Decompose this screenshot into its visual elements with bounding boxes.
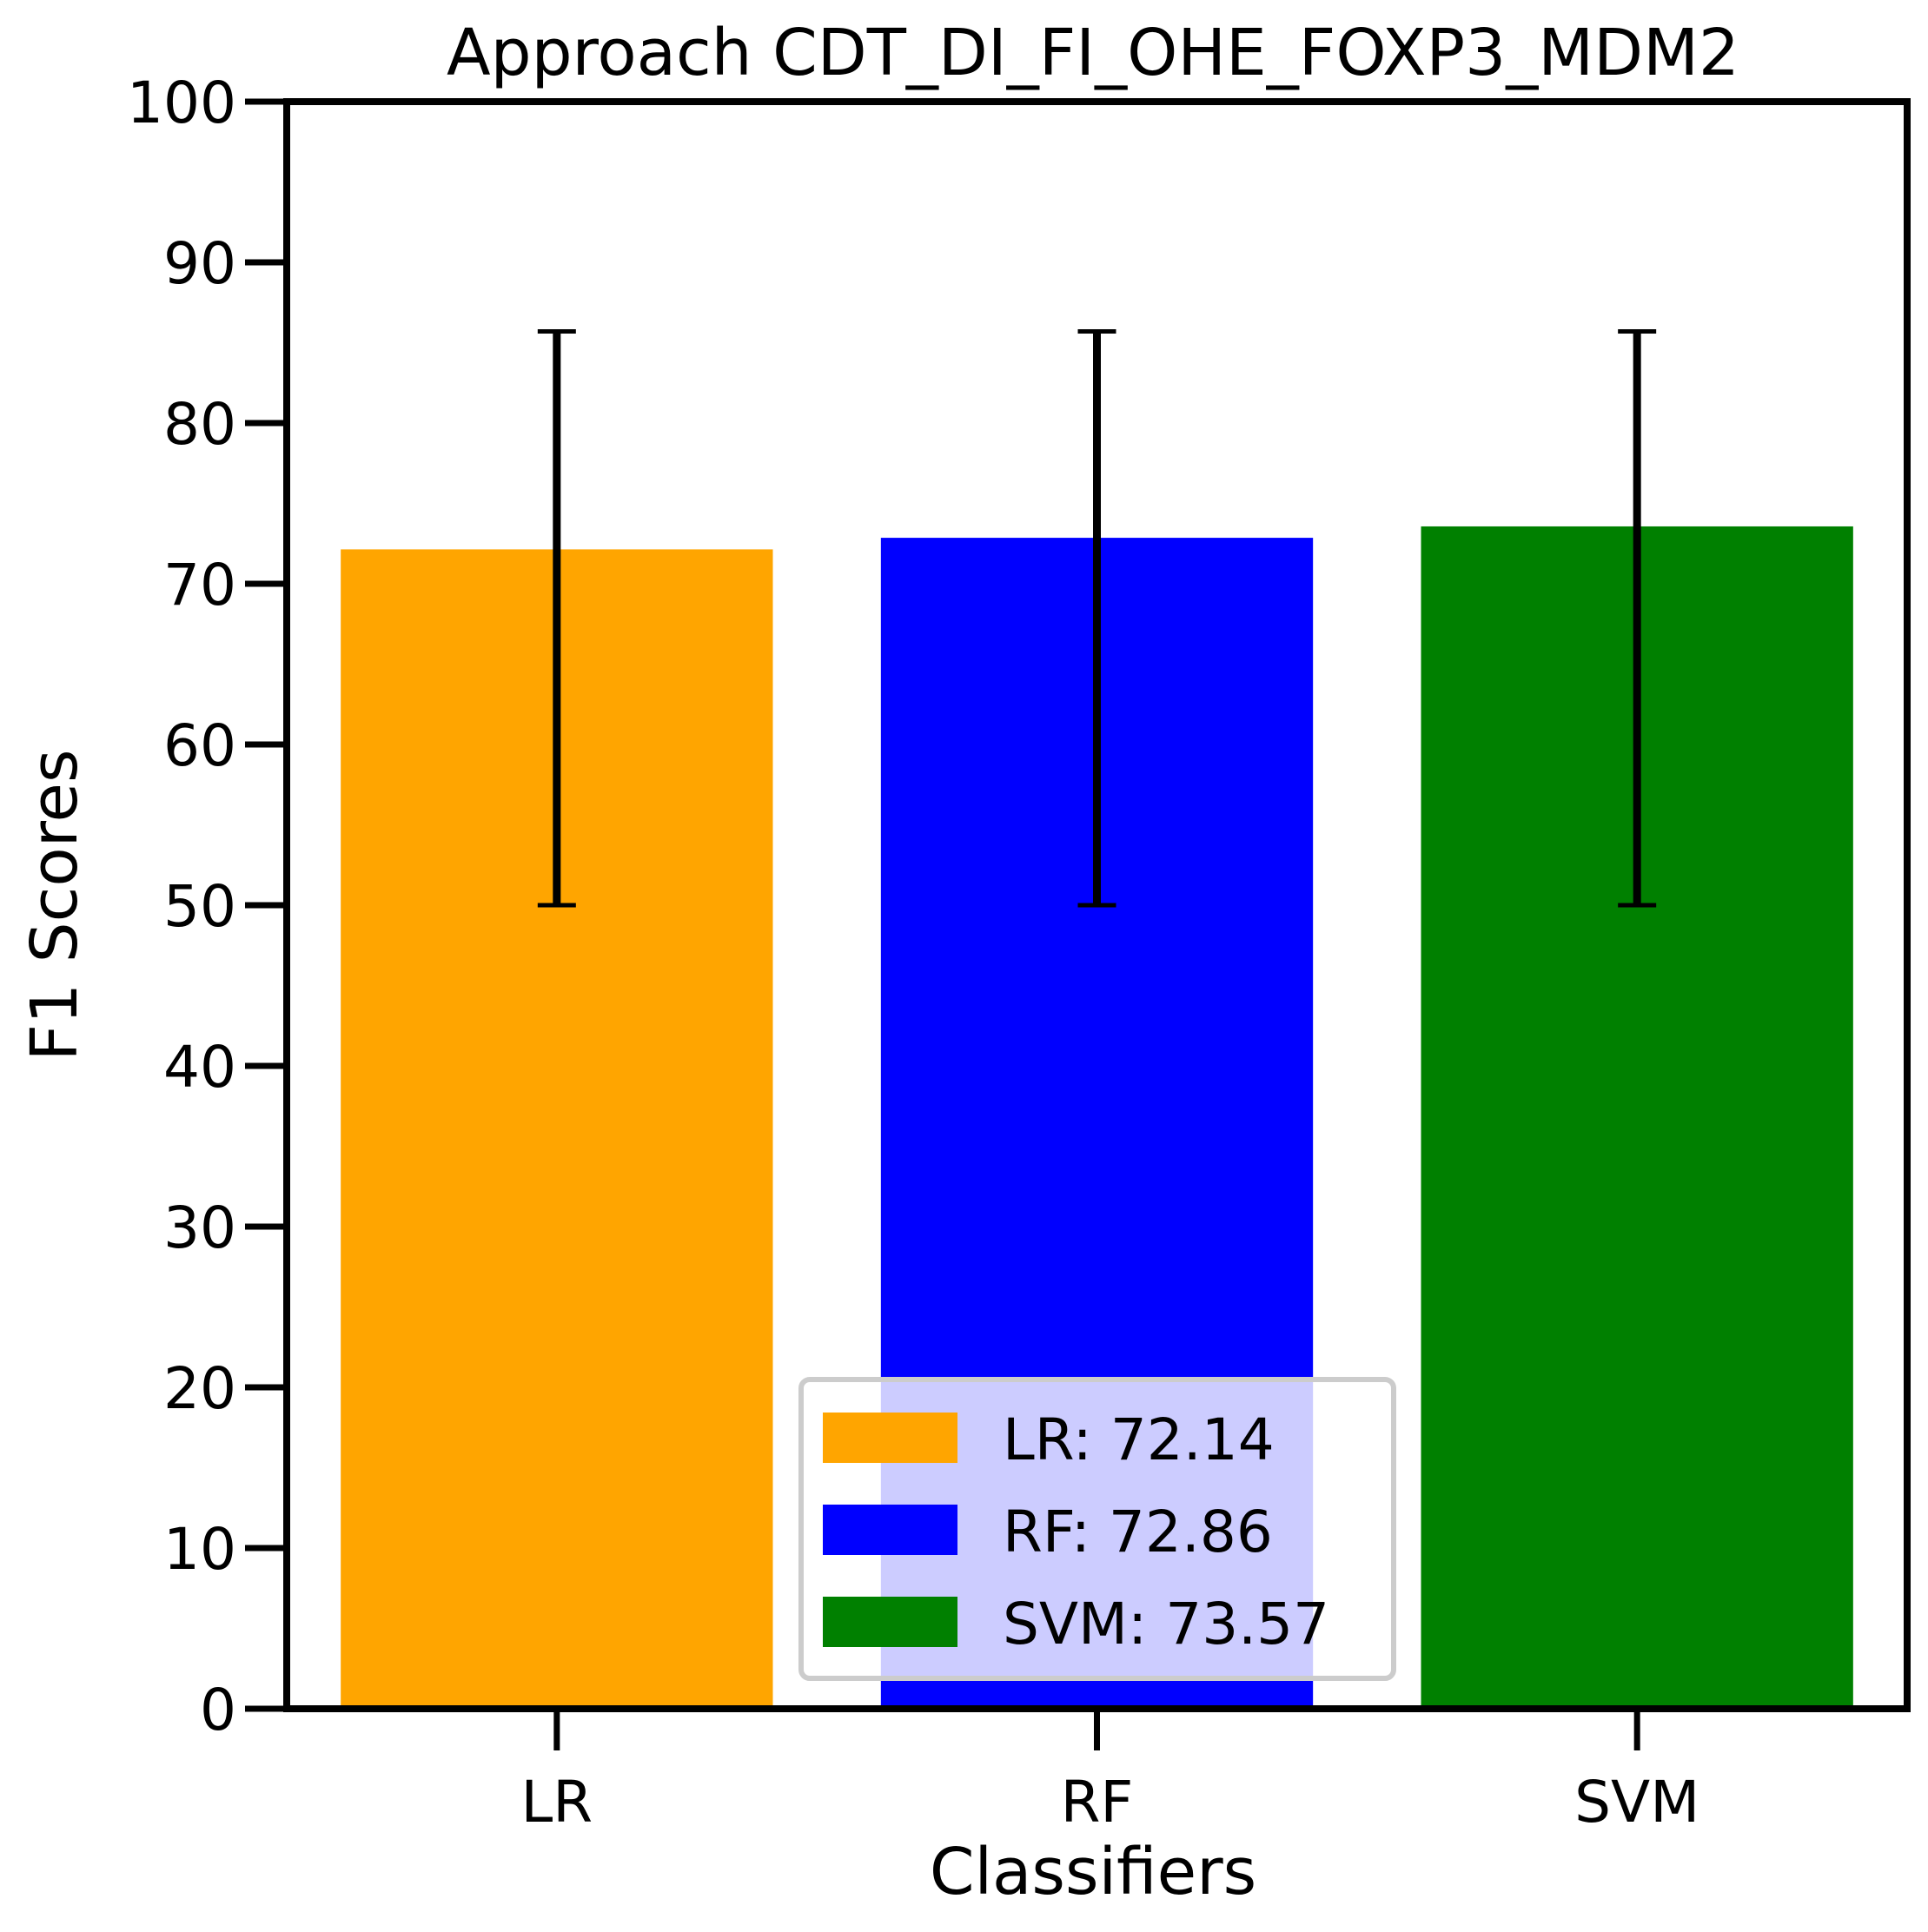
legend-label: SVM: 73.57	[1003, 1591, 1329, 1657]
legend-swatch	[823, 1505, 957, 1555]
y-tick-label: 70	[163, 552, 236, 619]
legend-label: LR: 72.14	[1003, 1406, 1275, 1473]
y-tick-label: 20	[163, 1355, 236, 1422]
x-tick-label: LR	[521, 1769, 593, 1836]
legend-label: RF: 72.86	[1003, 1499, 1273, 1565]
x-axis-ticks: LR RF SVM	[521, 1709, 1699, 1836]
y-tick-label: 10	[163, 1516, 236, 1583]
y-tick-label: 0	[200, 1677, 236, 1743]
y-tick-label: 50	[163, 873, 236, 940]
y-tick-label: 40	[163, 1034, 236, 1101]
legend-swatch	[823, 1597, 957, 1647]
y-axis-ticks: 0 10 20 30 40 50 60 70 80 90 100	[127, 69, 287, 1743]
chart-title: Approach CDT_DI_FI_OHE_FOXP3_MDM2	[447, 16, 1739, 90]
y-tick-label: 30	[163, 1194, 236, 1261]
x-tick-label: RF	[1061, 1769, 1134, 1836]
legend-swatch	[823, 1413, 957, 1463]
y-tick-label: 90	[163, 230, 236, 297]
y-tick-label: 80	[163, 391, 236, 458]
error-bars-layer	[537, 329, 1657, 908]
y-tick-label: 60	[163, 712, 236, 779]
legend: LR: 72.14 RF: 72.86 SVM: 73.57	[798, 1377, 1396, 1681]
x-axis-label: Classifiers	[930, 1835, 1256, 1909]
x-tick-label: SVM	[1574, 1769, 1699, 1836]
y-tick-label: 100	[127, 69, 236, 136]
y-axis-label: F1 Scores	[17, 750, 92, 1062]
